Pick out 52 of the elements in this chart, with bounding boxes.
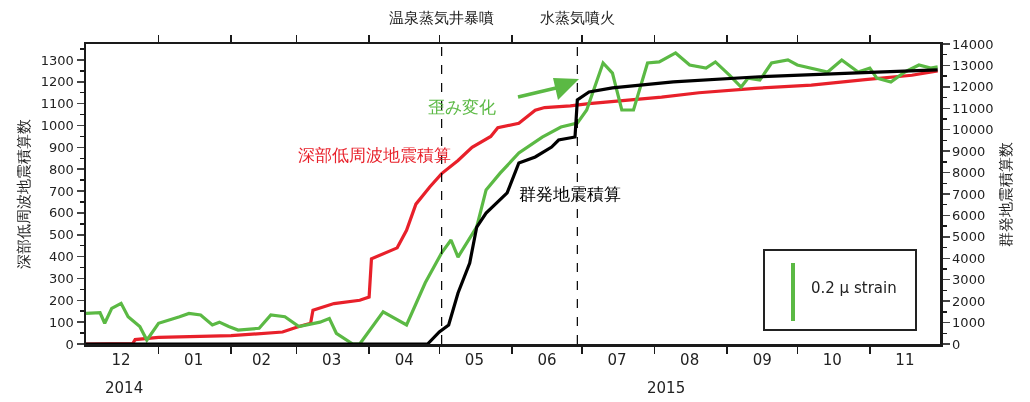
y-tick-label: 300 bbox=[49, 271, 74, 286]
ref-line-label: 水蒸気噴火 bbox=[540, 9, 615, 27]
x-tick-label: 02 bbox=[251, 350, 272, 369]
y-tick-label: 1300 bbox=[40, 52, 74, 68]
y2-tick-label: 0 bbox=[952, 336, 961, 352]
x-tick-label: 09 bbox=[752, 350, 772, 369]
text: 2015 bbox=[647, 379, 686, 397]
y-axis-title: 深部低周波地震積算数 bbox=[14, 119, 33, 269]
annotation: 0.2 μ strain bbox=[811, 279, 897, 297]
x-tick-label: 06 bbox=[537, 350, 557, 369]
y-tick-label: 600 bbox=[49, 205, 74, 221]
y2-tick-label: 14000 bbox=[952, 36, 994, 52]
y2-tick-label: 1000 bbox=[952, 315, 986, 331]
x-tick-label: 11 bbox=[895, 350, 915, 369]
x-tick-label: 07 bbox=[607, 350, 627, 369]
y-tick-label: 0 bbox=[65, 336, 74, 352]
y-tick-label: 700 bbox=[49, 183, 74, 199]
y2-tick-label: 10000 bbox=[952, 122, 994, 138]
y2-axis-title: 群発地震積算数 bbox=[996, 141, 1015, 247]
y2-tick-label: 4000 bbox=[952, 250, 986, 266]
y-tick-label: 1200 bbox=[40, 74, 74, 90]
y-tick-label: 1000 bbox=[40, 118, 74, 134]
y-tick-label: 500 bbox=[49, 227, 74, 243]
y-tick-label: 100 bbox=[49, 314, 74, 330]
x-tick-label: 12 bbox=[111, 350, 131, 369]
y2-tick-label: 9000 bbox=[952, 143, 986, 159]
series-label: 深部低周波地震積算 bbox=[298, 145, 451, 165]
x-tick-label: 04 bbox=[394, 350, 414, 369]
y2-tick-label: 7000 bbox=[952, 186, 986, 202]
text: 2014 bbox=[105, 379, 144, 397]
x-tick-label: 05 bbox=[464, 350, 484, 369]
x-tick-label: 08 bbox=[680, 350, 700, 369]
y2-tick-label: 2000 bbox=[952, 293, 986, 309]
y-tick-label: 400 bbox=[49, 249, 74, 265]
y-tick-label: 800 bbox=[49, 161, 74, 177]
strain-scale-key: 0.2 μ strain bbox=[763, 249, 917, 331]
y-tick-label: 200 bbox=[49, 292, 74, 308]
y2-tick-label: 6000 bbox=[952, 207, 986, 223]
text: 歪み変化 bbox=[428, 97, 496, 117]
y2-tick-label: 5000 bbox=[952, 229, 986, 245]
y2-tick-label: 11000 bbox=[952, 100, 994, 116]
x-tick-label: 01 bbox=[184, 350, 204, 369]
y2-tick-label: 13000 bbox=[952, 57, 994, 73]
ref-line-label: 温泉蒸気井暴噴 bbox=[389, 9, 494, 27]
y2-tick-label: 8000 bbox=[952, 165, 986, 181]
x-tick-label: 10 bbox=[822, 350, 842, 369]
x-tick-label: 03 bbox=[322, 350, 342, 369]
y2-tick-label: 12000 bbox=[952, 79, 994, 95]
y-tick-label: 1100 bbox=[40, 96, 74, 112]
y-tick-label: 900 bbox=[49, 139, 74, 155]
series-label: 群発地震積算 bbox=[519, 184, 621, 204]
y2-tick-label: 3000 bbox=[952, 272, 986, 288]
